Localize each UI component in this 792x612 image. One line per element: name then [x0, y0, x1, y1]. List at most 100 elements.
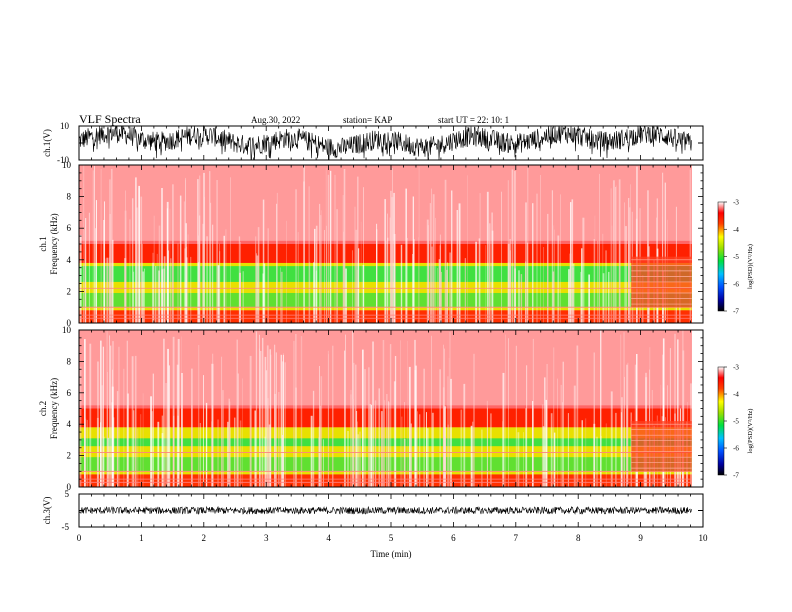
spec-streak: [551, 190, 553, 323]
spec-streak: [313, 262, 315, 323]
y-tick-label: -5: [62, 522, 70, 532]
spec-streak: [369, 404, 371, 487]
spec-streak: [389, 344, 392, 487]
spec-streak: [439, 234, 441, 323]
spec-streak: [509, 250, 511, 323]
spec-streak: [300, 336, 303, 487]
spec-streak: [460, 409, 463, 487]
spec-streak: [295, 189, 297, 323]
spec-streak: [388, 401, 389, 487]
spec-streak: [418, 237, 419, 323]
spec-streak: [267, 228, 269, 323]
spec-streak: [572, 267, 574, 323]
spec-streak: [242, 378, 243, 487]
spec-streak: [426, 412, 427, 487]
spec-streak: [262, 199, 265, 323]
spec-streak: [501, 191, 502, 323]
spec-streak: [269, 349, 271, 487]
spec-streak: [259, 334, 260, 487]
spec-streak: [109, 335, 110, 487]
spec-streak: [255, 331, 258, 487]
spec-streak: [446, 269, 448, 323]
spec-streak: [599, 173, 600, 323]
spec-streak: [593, 352, 595, 487]
spec-streak: [362, 349, 364, 487]
spec-streak: [345, 268, 347, 323]
spec-streak: [199, 423, 201, 487]
spec-streak: [217, 419, 219, 487]
spec-streak: [475, 241, 478, 323]
spec-streak: [198, 262, 200, 323]
spec-streak: [181, 336, 182, 487]
spec-streak: [129, 219, 131, 323]
spec-streak: [327, 350, 329, 487]
spec-streak: [155, 265, 157, 323]
spec-streak: [486, 400, 488, 487]
spec-streak: [573, 263, 575, 323]
spec-streak: [262, 337, 264, 487]
colorbar-tick-label: -6: [733, 280, 739, 288]
spec-streak: [442, 387, 445, 487]
spec-streak: [236, 339, 238, 487]
spec-streak: [532, 203, 534, 323]
spec-streak: [620, 334, 622, 487]
spec-streak: [626, 364, 628, 487]
spec-streak: [163, 338, 165, 487]
spec-streak: [308, 186, 310, 323]
spec-streak: [316, 243, 317, 323]
spec-streak: [142, 243, 143, 323]
spec-streak: [127, 393, 129, 487]
spec-streak: [636, 166, 638, 323]
spec-streak: [431, 335, 432, 487]
spec-streak: [618, 179, 621, 323]
spec-streak: [342, 195, 344, 323]
spec-streak: [131, 356, 134, 487]
spec-streak: [282, 361, 284, 487]
spec-streak: [610, 188, 612, 323]
spec-streak: [358, 248, 360, 323]
spec-streak: [217, 265, 220, 323]
spec-streak: [203, 375, 204, 487]
spec-streak: [140, 196, 143, 323]
spec-streak: [109, 214, 111, 323]
spec-streak: [605, 250, 607, 323]
spec-streak: [451, 190, 453, 323]
spec-streak: [86, 419, 88, 487]
spec-streak: [568, 269, 570, 323]
spec-streak: [230, 177, 231, 323]
spec-streak: [389, 217, 391, 323]
spec-streak: [404, 402, 405, 487]
spec-streak: [570, 202, 572, 323]
y-tick-label: 10: [62, 160, 72, 170]
spec-streak: [318, 437, 320, 487]
spec-streak: [362, 265, 365, 323]
y-tick-label: 8: [67, 192, 72, 202]
spec-streak: [511, 169, 514, 323]
x-tick-label: 9: [638, 533, 643, 543]
spec-streak: [123, 368, 125, 487]
spec-streak: [254, 410, 256, 487]
spec-streak: [525, 408, 527, 487]
y-tick-label: 10: [60, 121, 70, 131]
y-axis-label-channel: ch.2: [38, 401, 48, 416]
spec-streak: [378, 388, 380, 487]
colorbar: [717, 201, 725, 312]
spec-streak: [636, 354, 638, 487]
figure-title: VLF Spectra: [79, 112, 141, 126]
spec-streak: [172, 184, 174, 323]
spec-streak: [84, 229, 87, 323]
spectrogram-3: [79, 330, 692, 487]
spec-streak: [293, 340, 295, 487]
spec-streak: [621, 397, 623, 487]
spec-streak: [376, 223, 378, 323]
spec-streak: [610, 391, 613, 487]
spec-streak: [310, 415, 313, 487]
spec-streak: [103, 436, 105, 487]
spec-streak: [343, 231, 344, 323]
spec-streak: [490, 413, 492, 487]
spec-streak: [332, 345, 334, 487]
spec-streak: [431, 246, 433, 323]
spec-streak: [116, 391, 119, 487]
spec-streak: [552, 271, 555, 323]
spec-streak: [560, 384, 562, 487]
